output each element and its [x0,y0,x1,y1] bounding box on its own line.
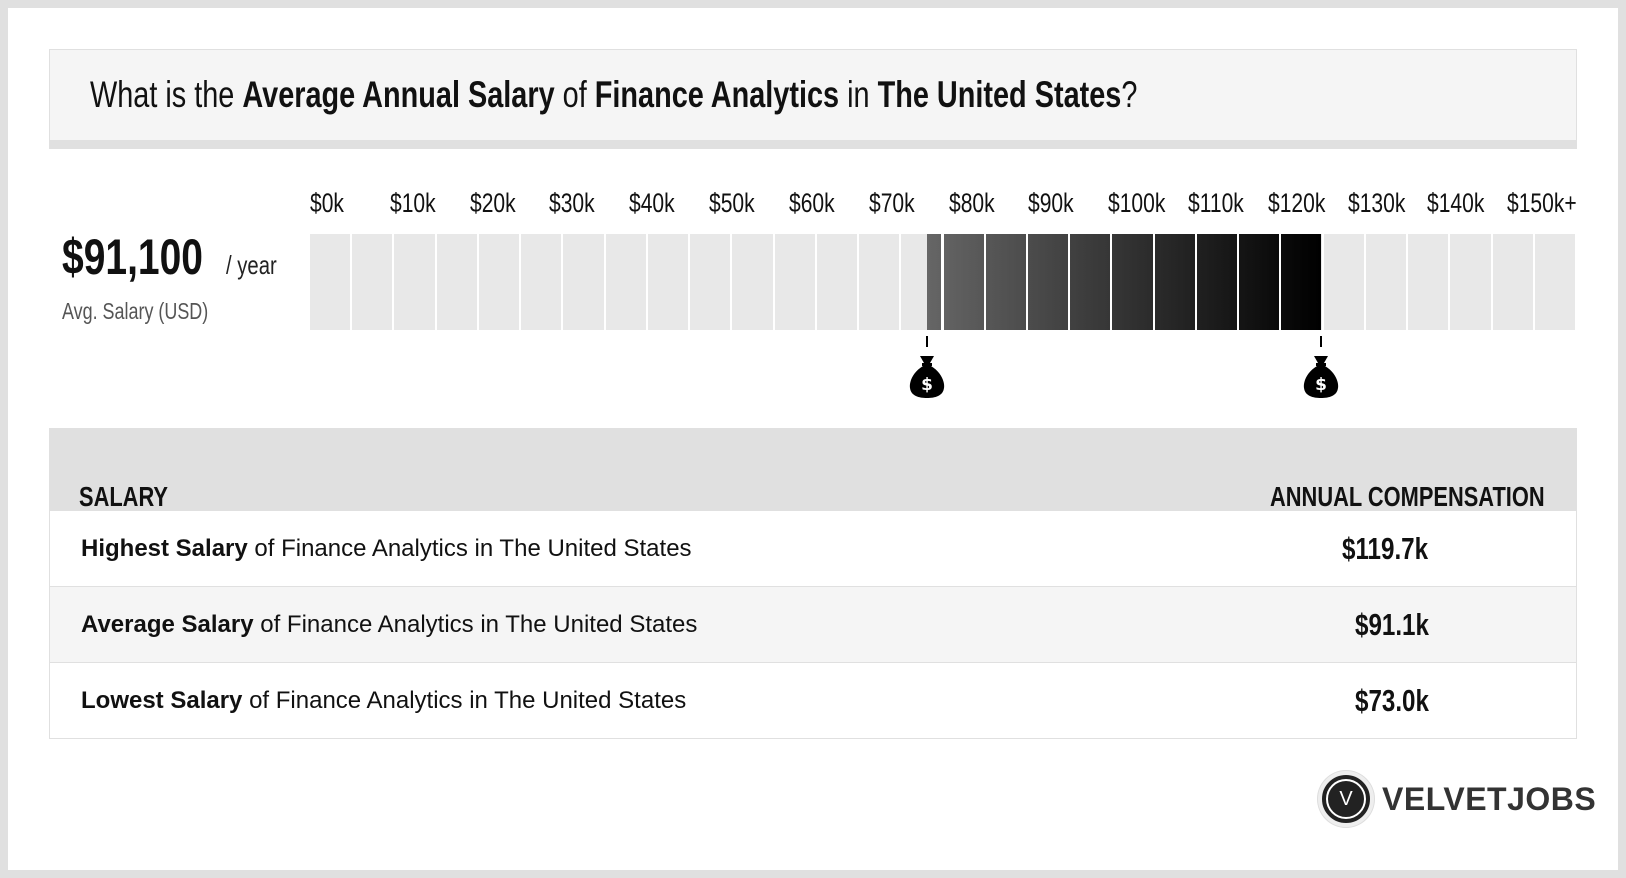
bar-segment [394,234,435,330]
title-text: of [554,74,595,115]
bar-segment [310,234,351,330]
bar-fill [1239,234,1280,330]
svg-text:$: $ [921,375,933,395]
bar-segment [816,234,858,330]
bar-segment [436,234,477,330]
bar-segment [352,234,393,330]
tick-label: $100k [1108,188,1166,218]
salary-table: SALARY ANNUAL COMPENSATION Highest Salar… [49,428,1577,739]
title-bold: Average Annual Salary [242,74,555,115]
tick-label: $90k [1028,188,1075,218]
tick-label: $150k+ [1507,188,1577,218]
tick-label: $20k [469,188,516,218]
bar-segment [774,234,815,330]
title-box: What is the Average Annual Salary of Fin… [49,49,1577,140]
salary-bar [310,234,1577,330]
bar-fill [1112,234,1153,330]
tick-label: $50k [709,188,755,218]
average-label: Avg. Salary (USD) [62,298,209,324]
tick-label: $0k [310,188,344,218]
title-bold: Finance Analytics [594,74,840,115]
tick-label: $30k [549,188,596,218]
tick-label: $110k [1188,188,1244,218]
bar-segment [1492,234,1533,330]
bar-fill [926,234,942,330]
bar-fill [1027,234,1069,330]
title-text: What is the [90,74,243,115]
bar-segment [605,234,646,330]
table-row: Highest Salary of Finance Analytics in T… [50,510,1576,586]
tick-label: $60k [788,188,835,218]
tick-label: $80k [948,188,995,218]
bar-segment [521,234,562,330]
bar-segment [563,234,604,330]
row-value: $73.0k [1355,683,1429,718]
money-bag-icon: $ [1303,356,1339,398]
table-row: Average Salary of Finance Analytics in T… [50,586,1576,662]
velvetjobs-logo[interactable]: V VELVETJOBS [1318,770,1596,828]
marker-line [925,336,928,347]
bar-segment [1323,234,1364,330]
bar-segment [1365,234,1407,330]
tick-label: $130k [1347,188,1406,218]
svg-text:$: $ [1315,375,1327,395]
logo-letter: V [1326,779,1366,819]
bar-segment [647,234,689,330]
tick-label: $40k [629,188,675,218]
bar-fill [943,234,984,330]
bar-segment [690,234,731,330]
bar-fill [1281,234,1322,330]
tick-label: $70k [868,188,915,218]
row-value: $91.1k [1355,607,1429,642]
marker-line [1320,336,1323,347]
title-bold: The United States [877,74,1122,115]
row-value: $119.7k [1342,531,1429,566]
row-label-bold: Highest Salary [81,535,248,562]
average-value: $91,100 [62,229,203,285]
bar-fill [1070,234,1111,330]
header-compensation: ANNUAL COMPENSATION [1270,481,1545,512]
bar-fill [1196,234,1238,330]
tick-labels: $0k $10k $20k $30k $40k $50k $60k $70k $80k $90k $… [310,188,1577,222]
money-bag-marker-lowest: $ [907,336,947,400]
logo-text: VELVETJOBS [1382,780,1597,817]
bar-segment [1534,234,1575,330]
bar-segment [732,234,773,330]
logo-icon: V [1318,771,1374,827]
tick-label: $140k [1427,188,1485,218]
average-salary: $91,100 / year [62,228,322,288]
title-underline [49,140,1577,149]
header-salary: SALARY [79,481,168,512]
bar-fill [1154,234,1195,330]
money-bag-marker-highest: $ [1301,336,1341,400]
row-label: of Finance Analytics in The United State… [253,611,698,638]
bar-segment [859,234,900,330]
bar-segment [1408,234,1449,330]
average-unit: / year [226,250,277,280]
row-label-bold: Lowest Salary [81,687,243,714]
table-row: Lowest Salary of Finance Analytics in Th… [50,662,1576,738]
row-label-bold: Average Salary [81,611,254,638]
title-text: ? [1121,74,1138,115]
tick-label: $10k [389,188,436,218]
money-bag-icon: $ [909,356,944,398]
table-header: SALARY ANNUAL COMPENSATION [50,429,1576,512]
row-label: of Finance Analytics in The United State… [247,535,692,562]
title-text: in [839,74,878,115]
bar-segment [478,234,520,330]
bar-segment [1450,234,1491,330]
row-label: of Finance Analytics in The United State… [242,687,687,714]
tick-label: $120k [1267,188,1326,218]
page-title: What is the Average Annual Salary of Fin… [90,74,1433,116]
bar-fill [985,234,1026,330]
